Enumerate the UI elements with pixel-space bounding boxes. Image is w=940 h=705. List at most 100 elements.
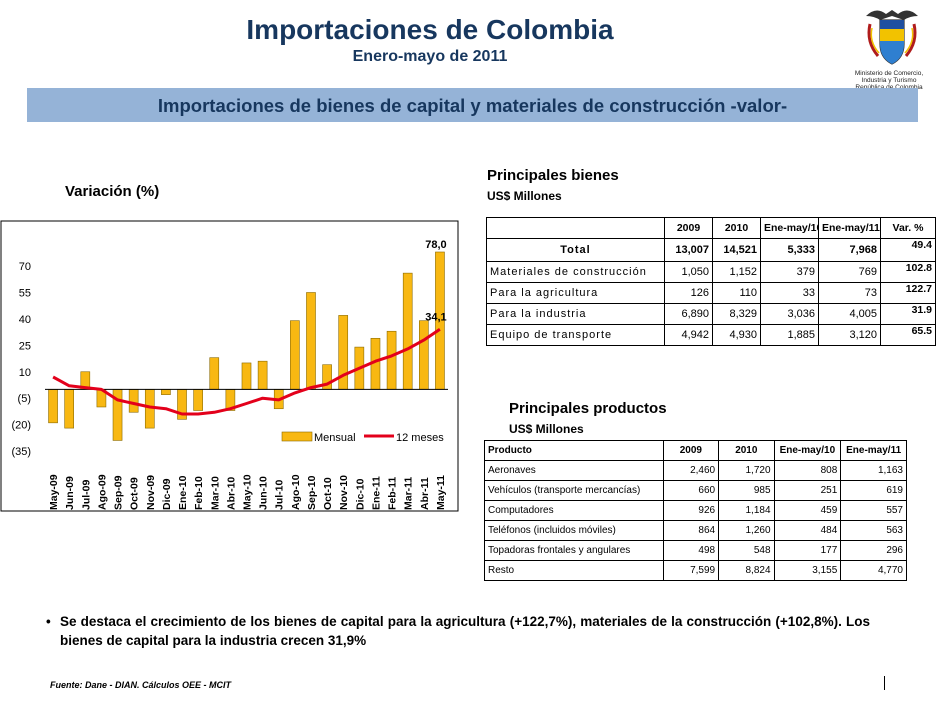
header-cell: 2009 <box>664 217 713 239</box>
banner-title: Importaciones de bienes de capital y mat… <box>157 95 788 116</box>
header-cell: Ene-may/11 <box>840 440 907 461</box>
x-tick-label: Mar-10 <box>209 476 221 510</box>
table-row: Para la agricultura 126 110 33 73 122.7 <box>486 282 936 304</box>
products-unit: US$ Millones <box>509 422 584 436</box>
var-cell: 122.7 <box>880 282 936 304</box>
cell: 563 <box>840 520 907 541</box>
x-tick-label: Jun-09 <box>64 476 76 510</box>
cell: 4,005 <box>818 303 881 325</box>
x-tick-label: Nov-10 <box>338 475 350 510</box>
header-cell: Producto <box>484 440 664 461</box>
header-cell: Ene-may/11 <box>818 217 881 239</box>
table-row: Teléfonos (incluidos móviles) 864 1,260 … <box>484 520 907 541</box>
cell: 3,036 <box>760 303 819 325</box>
var-cell: 31.9 <box>880 303 936 325</box>
cell: 459 <box>773 500 842 521</box>
table-row: Aeronaves 2,460 1,720 808 1,163 <box>484 460 907 481</box>
bar-mensual <box>161 389 171 395</box>
y-tick-label: (35) <box>11 446 31 458</box>
x-tick-label: Dic-10 <box>354 478 366 510</box>
x-tick-label: Mar-11 <box>403 477 415 510</box>
row-label: Materiales de construcción <box>486 261 665 283</box>
cell: 660 <box>662 480 720 501</box>
bar-mensual <box>290 320 300 390</box>
cell: 7,599 <box>662 560 720 581</box>
row-label: Aeronaves <box>484 460 664 481</box>
chart-title: Variación (%) <box>65 183 160 200</box>
x-tick-label: Nov-09 <box>145 475 157 510</box>
x-tick-label: Feb-10 <box>193 476 205 510</box>
cell: 4,942 <box>664 324 713 346</box>
cell: 769 <box>818 261 881 283</box>
header-cell <box>486 217 665 239</box>
cell: 6,890 <box>664 303 713 325</box>
table-row: Vehículos (transporte mercancías) 660 98… <box>484 480 907 501</box>
cell: 33 <box>760 282 819 304</box>
legend-label-mensual: Mensual <box>314 432 356 444</box>
ministry-line: Industria y Turismo <box>861 77 917 84</box>
row-label: Para la agricultura <box>486 282 665 304</box>
bar-mensual <box>402 272 413 390</box>
cell: 177 <box>773 540 842 561</box>
cell: 8,329 <box>712 303 761 325</box>
y-tick-label: 70 <box>19 261 31 273</box>
variation-chart: 70 55 40 25 10 (5) (20) (35) 78,0 34,1 Mensual 12 m… <box>0 220 459 512</box>
header-cell: Ene-may/10 <box>760 217 819 239</box>
cell: 926 <box>662 500 720 521</box>
cell: 1,184 <box>718 500 775 521</box>
cell: 985 <box>718 480 775 501</box>
goods-unit: US$ Millones <box>487 189 562 203</box>
bar-mensual <box>241 362 252 390</box>
y-tick-label: (5) <box>18 393 31 405</box>
ministry-line: Ministerio de Comercio, <box>854 70 924 77</box>
cell: 619 <box>840 480 907 501</box>
table-row: Materiales de construcción 1,050 1,152 3… <box>486 261 936 283</box>
x-tick-label: Ene-11 <box>370 476 382 510</box>
cell: 864 <box>662 520 720 541</box>
bar-mensual <box>193 389 203 411</box>
cell: 1,260 <box>718 520 775 541</box>
bullet-icon: • <box>46 614 51 629</box>
ministry-line: República de Colombia <box>840 84 938 91</box>
cell: 1,050 <box>664 261 713 283</box>
y-tick-label: 55 <box>19 288 31 300</box>
table-header-row: 2009 2010 Ene-may/10 Ene-may/11 Var. % <box>486 217 936 239</box>
data-label: 34,1 <box>425 311 446 323</box>
note-text: Se destaca el crecimiento de los bienes … <box>60 614 870 648</box>
cell: 557 <box>840 500 907 521</box>
cell: 73 <box>818 282 881 304</box>
table-row-total: Total 13,007 14,521 5,333 7,968 49.4 <box>486 238 936 262</box>
x-tick-label: Sep-09 <box>113 475 125 510</box>
cell: 4,770 <box>840 560 907 581</box>
row-label: Vehículos (transporte mercancías) <box>484 480 664 501</box>
cell: 5,333 <box>760 238 819 262</box>
x-tick-label: Abr-10 <box>225 477 237 510</box>
bar-mensual <box>48 389 58 424</box>
var-cell: 65.5 <box>880 324 936 346</box>
y-tick-label: 40 <box>19 314 31 326</box>
goods-title: Principales bienes <box>487 167 619 184</box>
cell: 548 <box>718 540 775 561</box>
cell: 1,152 <box>712 261 761 283</box>
ministry-caption: Ministerio de Comercio, Industria y Turi… <box>840 70 938 91</box>
bar-mensual <box>64 389 74 429</box>
data-label: 78,0 <box>425 239 446 251</box>
bar-mensual <box>306 292 316 390</box>
cell: 251 <box>773 480 842 501</box>
cell: 8,824 <box>718 560 775 581</box>
page-subtitle: Enero-mayo de 2011 <box>352 48 508 65</box>
products-title: Principales productos <box>509 400 667 417</box>
x-tick-label: Sep-10 <box>306 475 318 510</box>
table-row: Para la industria 6,890 8,329 3,036 4,00… <box>486 303 936 325</box>
x-tick-label: May-11 <box>435 475 447 510</box>
y-tick-label: 25 <box>19 340 31 352</box>
x-tick-label: May-10 <box>242 474 254 510</box>
header-cell: 2009 <box>662 440 720 461</box>
cell: 2,460 <box>662 460 720 481</box>
x-tick-label: Jul-09 <box>80 479 92 510</box>
table-row: Resto 7,599 8,824 3,155 4,770 <box>484 560 907 581</box>
cell: 3,120 <box>818 324 881 346</box>
var-cell: 102.8 <box>880 261 936 283</box>
cell: 126 <box>664 282 713 304</box>
cell: 379 <box>760 261 819 283</box>
